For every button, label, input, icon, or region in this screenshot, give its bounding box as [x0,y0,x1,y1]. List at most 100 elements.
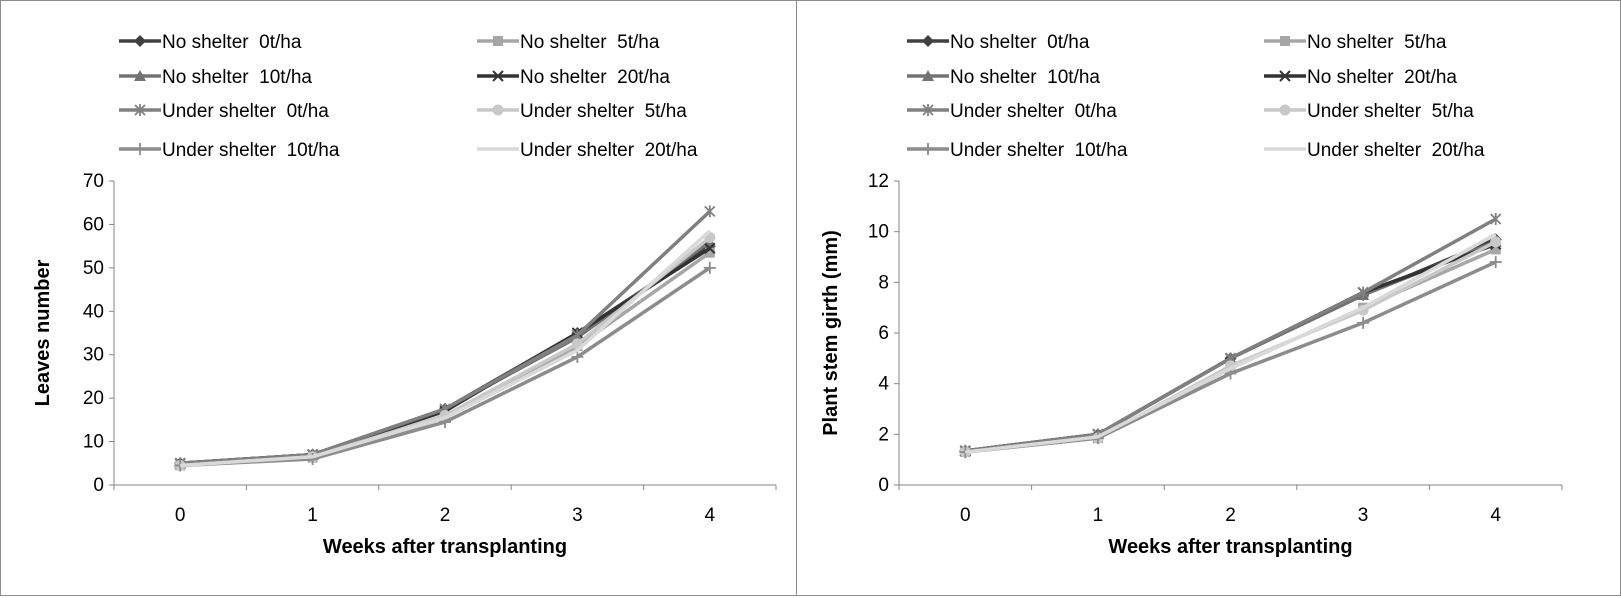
legend-label: No shelter 20t/ha [1307,67,1457,88]
legend-label: Under shelter 5t/ha [520,101,687,122]
legend-item-no-shelter-5t-ha: No shelter 5t/ha [477,32,660,53]
x-tick-label: 4 [1490,505,1501,526]
legend-item-no-shelter-5t-ha: No shelter 5t/ha [1264,32,1447,53]
legend-label: Under shelter 5t/ha [1307,101,1474,122]
y-tick-label: 10 [868,222,889,243]
legend-marker [1279,104,1291,116]
x-tick-label: 3 [1358,505,1369,526]
leaves-number-chart: 0 10 20 30 40 50 60 70 0 1 2 3 4 Weeks after transpla… [32,32,777,558]
legend-marker [922,143,934,155]
series-line [180,240,711,466]
series-under-shelter-20t-ha [965,232,1497,454]
series-no-shelter-20t-ha [174,242,716,469]
data-point [1490,244,1501,255]
legend-label: Under shelter 20t/ha [1307,140,1485,161]
leaves-chart-panel: 0 10 20 30 40 50 60 70 0 1 2 3 4 Weeks after transpla… [0,0,797,596]
data-point [306,452,319,465]
x-tick-label: 3 [572,505,583,526]
legend-item-under-shelter-0t-ha: Under shelter 0t/ha [907,101,1117,122]
legend-label: No shelter 20t/ha [520,67,670,88]
y-tick-label: 12 [868,171,889,192]
x-tick-label: 0 [960,505,971,526]
x-tick-label: 4 [705,505,716,526]
x-tick-label: 2 [440,505,451,526]
series-line [180,236,711,468]
y-tick-label: 2 [878,424,889,445]
y-tick-label: 40 [83,301,104,322]
y-axis-title: Plant stem girth (mm) [820,230,842,436]
x-tick-label: 2 [1225,505,1236,526]
series-no-shelter-0t-ha [174,240,716,470]
legend-item-under-shelter-10t-ha: Under shelter 10t/ha [119,140,340,161]
legend-item-under-shelter-20t-ha: Under shelter 20t/ha [1264,140,1485,161]
x-axis-title: Weeks after transplanting [323,536,567,558]
y-tick-label: 0 [93,475,104,496]
legend-marker [493,36,503,46]
legend-marker [1280,36,1290,46]
data-point [1489,256,1502,269]
y-tick-label: 10 [83,432,104,453]
series-line [965,232,1497,454]
legend-item-under-shelter-10t-ha: Under shelter 10t/ha [907,140,1128,161]
series-line [965,237,1497,453]
legend-item-no-shelter-20t-ha: No shelter 20t/ha [477,67,670,88]
data-point [571,350,584,363]
series-line [180,229,711,468]
series-under-shelter-5t-ha [174,231,716,471]
y-tick-label: 6 [878,323,889,344]
series-under-shelter-0t-ha [959,213,1502,457]
series-no-shelter-20t-ha [959,238,1502,457]
y-tick-label: 0 [878,475,889,496]
x-tick-label: 1 [1093,505,1104,526]
series-no-shelter-10t-ha [959,235,1502,456]
stem-girth-chart-panel: 0 2 4 6 8 10 12 0 1 2 3 4 Weeks after transplanting P… [796,0,1621,596]
x-tick-label: 0 [175,505,186,526]
legend-marker [922,104,934,116]
legend-marker [922,35,934,47]
series-under-shelter-0t-ha [174,205,716,470]
legend-label: Under shelter 10t/ha [162,140,340,161]
x-axis-title: Weeks after transplanting [1108,536,1352,558]
y-tick-label: 70 [83,171,104,192]
legend-marker [134,35,146,47]
y-tick-label: 4 [878,374,889,395]
data-point [1490,236,1502,248]
legend-label: No shelter 0t/ha [162,32,302,53]
legend-item-under-shelter-5t-ha: Under shelter 5t/ha [477,101,687,122]
y-tick-label: 60 [83,214,104,235]
legend-marker [922,70,934,81]
data-point [1357,286,1369,299]
legend-label: No shelter 10t/ha [950,67,1100,88]
legend-label: No shelter 10t/ha [162,67,312,88]
series-under-shelter-20t-ha [180,229,711,468]
x-tick-label: 1 [307,505,318,526]
data-point [703,261,716,274]
legend-item-under-shelter-20t-ha: Under shelter 20t/ha [477,140,698,161]
data-point [704,242,716,255]
y-tick-label: 50 [83,258,104,279]
series-no-shelter-10t-ha [174,235,716,469]
legend-label: No shelter 5t/ha [520,32,660,53]
data-point [1357,316,1370,329]
series-line [180,246,711,466]
legend-label: No shelter 5t/ha [1307,32,1447,53]
legend-item-no-shelter-10t-ha: No shelter 10t/ha [907,67,1100,88]
legend-item-under-shelter-0t-ha: Under shelter 0t/ha [119,101,329,122]
y-tick-label: 8 [878,272,889,293]
legend-marker [134,143,146,155]
legend-label: Under shelter 0t/ha [950,101,1117,122]
legend-label: Under shelter 20t/ha [520,140,698,161]
legend-marker [134,70,146,81]
legend-marker [492,70,504,82]
y-tick-label: 30 [83,345,104,366]
y-tick-label: 20 [83,388,104,409]
series-no-shelter-0t-ha [959,233,1502,457]
series-line [965,217,1497,453]
legend-marker [1279,70,1291,82]
data-point [1490,213,1502,225]
legend-item-no-shelter-0t-ha: No shelter 0t/ha [119,32,302,53]
series-line [180,244,711,466]
legend-marker [492,104,504,116]
legend-label: Under shelter 0t/ha [162,101,329,122]
